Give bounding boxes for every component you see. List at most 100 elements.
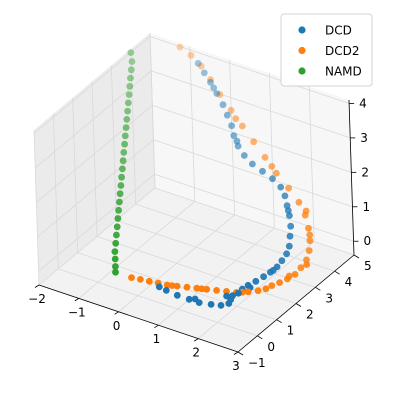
point-dcd [219,101,227,109]
point-dcd [185,295,193,303]
point-namd [114,215,122,222]
point-dcd [269,175,276,183]
point-dcd2 [232,115,240,123]
point-dcd2 [176,43,184,51]
y-tick-label: 2 [306,308,314,322]
y-tick-mark [295,303,302,307]
gridline [36,105,153,203]
point-dcd [267,268,274,276]
point-dcd2 [198,285,206,293]
point-dcd [173,291,181,299]
point-dcd2 [163,281,171,289]
y-tick-label: 0 [267,340,275,354]
point-namd [116,190,124,198]
plot-points [111,43,314,309]
point-dcd2 [305,224,312,232]
point-dcd2 [262,285,270,293]
z-tick-label: 1 [362,200,370,214]
gridline [154,187,355,256]
point-dcd [286,232,294,240]
legend-entry-dcd2: DCD2 [298,44,360,58]
gridline [110,65,117,221]
y-tick-label: 3 [325,291,333,305]
point-dcd2 [284,275,291,283]
point-namd [115,206,122,214]
point-namd [128,58,136,65]
point-namd [127,66,135,74]
point-dcd [286,212,293,220]
point-namd [125,91,133,98]
point-namd [111,255,119,263]
gridline [189,46,196,202]
point-dcd2 [137,276,144,283]
point-dcd2 [272,169,280,177]
x-tick-mark [193,338,199,342]
gridline [91,81,98,237]
point-dcd [283,250,290,258]
point-dcd [252,277,260,285]
point-dcd [249,160,256,168]
point-dcd [194,60,202,67]
gridline [152,104,352,173]
legend-marker [298,46,306,55]
point-dcd2 [197,62,205,70]
gridline [130,49,137,205]
point-dcd [287,222,295,230]
y-tick-label: 4 [345,275,353,289]
x-tick-label: 0 [113,319,121,333]
point-dcd2 [128,274,135,281]
gridline [149,36,350,104]
point-namd [111,248,119,256]
z-tick-label: 0 [364,234,372,248]
z-tick-label: 2 [361,165,369,179]
point-dcd2 [239,122,246,130]
point-dcd2 [261,154,269,161]
z-tick-label: 3 [360,131,368,145]
gridline [135,203,335,272]
point-dcd [259,167,266,175]
y-tick-mark [237,351,244,356]
point-dcd [228,122,236,130]
y-tick-mark [257,335,263,340]
point-dcd2 [276,279,283,286]
gridline [116,219,316,288]
point-dcd [225,300,233,307]
point-dcd [277,183,285,191]
point-namd [117,182,125,189]
point-dcd [234,142,242,150]
point-dcd2 [250,138,258,146]
point-dcd2 [268,163,276,170]
point-namd [118,173,125,181]
point-dcd2 [303,261,311,268]
legend-label: DCD2 [325,44,360,58]
legend-entry-namd: NAMD [298,65,362,79]
x-tick-mark [154,324,159,329]
point-namd [123,116,131,123]
point-dcd2 [301,211,309,219]
point-namd [113,231,120,239]
point-dcd [162,287,170,294]
y-tick-mark [353,254,360,259]
point-namd [124,107,131,115]
point-dcd [235,289,242,297]
point-dcd [230,132,238,140]
x-axis-line [38,284,239,353]
point-dcd [281,192,289,200]
point-dcd2 [187,51,195,59]
point-dcd2 [268,282,276,289]
y-tick-label: 5 [364,259,372,273]
y-tick-mark [315,286,321,291]
point-dcd2 [285,184,292,192]
point-dcd2 [203,285,211,293]
y-tick-label: −1 [248,356,266,370]
point-dcd2 [244,288,252,296]
gridline [149,32,156,189]
point-dcd2 [207,76,214,83]
gridline [154,173,354,242]
x-tick-label: −2 [28,292,46,306]
point-namd [127,74,134,82]
x-tick-mark [34,284,40,288]
z-axis-line [348,99,355,256]
point-namd [112,268,119,276]
